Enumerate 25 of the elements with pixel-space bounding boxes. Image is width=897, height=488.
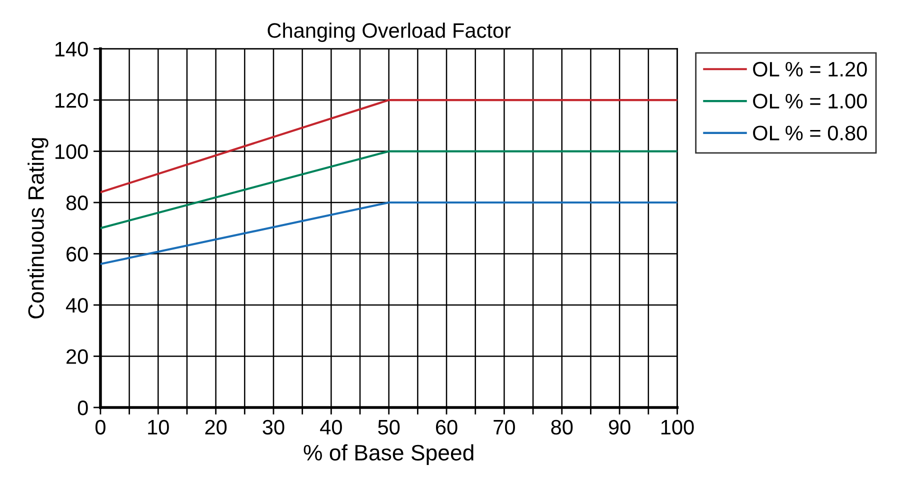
x-tick-label: 100 (661, 420, 694, 435)
y-tick-label: 60 (66, 246, 88, 262)
y-tick-label: 20 (66, 349, 88, 364)
y-tick-label: 40 (66, 298, 88, 313)
x-tick-label: 0 (95, 420, 106, 435)
y-tick-label: 140 (55, 42, 88, 57)
x-tick-label: 40 (320, 420, 342, 435)
x-tick-label: 80 (551, 420, 573, 435)
chart-title: Changing Overload Factor (268, 22, 511, 42)
y-tick-label: 100 (55, 144, 88, 160)
x-tick-label: 20 (205, 420, 227, 435)
y-tick-label: 0 (78, 400, 88, 416)
x-tick-label: 10 (148, 420, 169, 435)
x-tick-label: 70 (494, 420, 515, 435)
legend-label: OL % = 1.00 (753, 94, 867, 109)
legend-label: OL % = 1.20 (753, 62, 867, 77)
x-axis-title: % of Base Speed (304, 444, 474, 465)
y-tick-label: 120 (55, 93, 88, 108)
x-tick-label: 30 (262, 420, 284, 435)
x-tick-label: 60 (436, 420, 458, 435)
x-tick-label: 90 (608, 420, 630, 435)
legend-label: OL % = 0.80 (753, 126, 867, 140)
y-tick-label: 80 (66, 196, 88, 210)
y-axis-title: Continuous Rating (28, 138, 48, 318)
x-tick-label: 50 (378, 420, 400, 435)
